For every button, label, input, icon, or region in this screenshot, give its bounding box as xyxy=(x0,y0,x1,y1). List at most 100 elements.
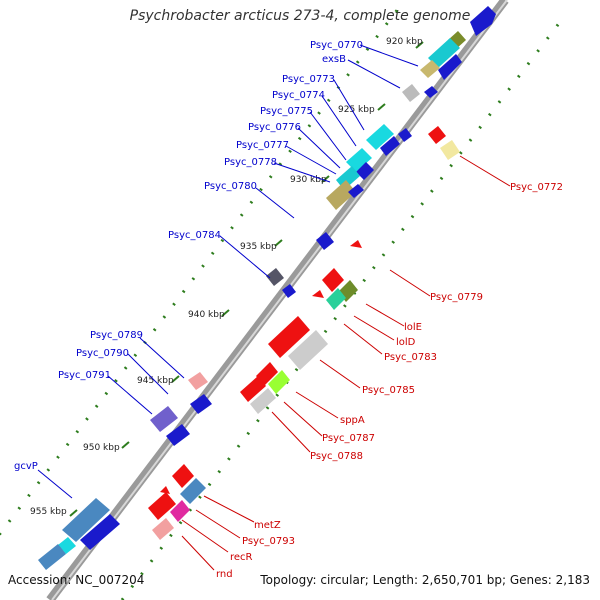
gene-label-psyc-0774[interactable]: Psyc_0774 xyxy=(272,90,325,101)
backbone-highlight xyxy=(51,0,508,600)
forward-strand-features xyxy=(38,6,496,570)
gene-feature xyxy=(152,518,174,540)
gene-label-psyc-0778[interactable]: Psyc_0778 xyxy=(224,157,277,168)
gene-feature xyxy=(322,268,344,292)
leader-line xyxy=(333,79,365,131)
gene-feature xyxy=(170,500,190,522)
leader-line xyxy=(127,353,169,395)
leader-line xyxy=(255,187,295,219)
gene-label-psyc-0772[interactable]: Psyc_0772 xyxy=(510,182,563,193)
tick-950: 950 kbp xyxy=(83,441,130,453)
gene-feature xyxy=(250,388,276,414)
gene-label-exsb[interactable]: exsB xyxy=(322,54,346,65)
gene-feature xyxy=(188,372,208,390)
gene-label-psyc-0793[interactable]: Psyc_0793 xyxy=(242,536,295,547)
gene-feature xyxy=(282,284,296,298)
leader-line xyxy=(37,469,73,499)
gene-label-psyc-0789[interactable]: Psyc_0789 xyxy=(90,330,143,341)
gene-feature xyxy=(316,232,334,250)
leader-line xyxy=(347,59,401,89)
gene-feature xyxy=(346,148,372,172)
gene-label-psyc-0784[interactable]: Psyc_0784 xyxy=(168,230,221,241)
map-title: Psychrobacter arcticus 273-4, complete g… xyxy=(129,8,471,24)
leader-line xyxy=(459,155,511,187)
leader-line xyxy=(181,535,215,571)
gene-feature xyxy=(366,124,394,150)
gene-feature xyxy=(288,330,328,370)
leader-line xyxy=(297,127,341,169)
leader-line xyxy=(365,303,405,327)
gene-feature xyxy=(38,544,66,570)
reverse-gene-labels: Psyc_0772 Psyc_0779 lolE lolD Psyc_0783 … xyxy=(181,155,563,580)
leader-line xyxy=(285,145,337,175)
gene-feature xyxy=(160,486,170,494)
tick-label: 940 kbp xyxy=(188,310,225,320)
gene-feature xyxy=(356,162,374,180)
gene-feature xyxy=(150,406,178,432)
gene-feature xyxy=(312,290,324,298)
gene-feature xyxy=(326,180,356,210)
gene-label-rnd[interactable]: rnd xyxy=(216,569,233,580)
gene-label-metz[interactable]: metZ xyxy=(254,520,281,531)
tick-955: 955 kbp xyxy=(30,507,78,517)
leader-line xyxy=(195,509,241,539)
gene-feature xyxy=(438,54,462,80)
gene-label-psyc-0787[interactable]: Psyc_0787 xyxy=(322,433,375,444)
forward-gene-labels: Psyc_0770 exsB Psyc_0773 Psyc_0774 Psyc_… xyxy=(14,40,419,499)
leader-line xyxy=(353,315,395,341)
tick-label: 935 kbp xyxy=(240,242,277,252)
leader-line xyxy=(359,44,419,67)
leader-line xyxy=(203,495,255,523)
gene-label-recr[interactable]: recR xyxy=(230,552,253,563)
gene-feature xyxy=(180,478,206,504)
leader-line xyxy=(219,235,271,279)
topology-label: Topology: circular; Length: 2,650,701 bp… xyxy=(260,573,590,587)
reverse-strand-features xyxy=(148,126,460,540)
gene-feature xyxy=(256,362,278,386)
gene-feature-top xyxy=(470,6,496,36)
gene-label-psyc-0780[interactable]: Psyc_0780 xyxy=(204,181,257,192)
gene-label-psyc-0791[interactable]: Psyc_0791 xyxy=(58,370,111,381)
gene-label-psyc-0773[interactable]: Psyc_0773 xyxy=(282,74,335,85)
gene-feature xyxy=(420,60,440,78)
leader-line xyxy=(271,411,311,453)
gene-feature xyxy=(424,86,438,98)
gene-label-psyc-0788[interactable]: Psyc_0788 xyxy=(310,451,363,462)
tick-label: 930 kbp xyxy=(290,175,327,185)
gene-label-psyc-0776[interactable]: Psyc_0776 xyxy=(248,122,301,133)
leader-line xyxy=(107,375,153,415)
tick-925: 925 kbp xyxy=(338,103,386,115)
tick-label: 925 kbp xyxy=(338,105,375,115)
gene-feature xyxy=(268,316,310,358)
gene-label-psyc-0790[interactable]: Psyc_0790 xyxy=(76,348,129,359)
leader-line xyxy=(321,95,357,147)
gene-label-psyc-0779[interactable]: Psyc_0779 xyxy=(430,292,483,303)
gene-feature xyxy=(62,498,110,542)
gene-label-psyc-0777[interactable]: Psyc_0777 xyxy=(236,140,289,151)
gene-label-psyc-0785[interactable]: Psyc_0785 xyxy=(362,385,415,396)
tick-label: 920 kbp xyxy=(386,37,423,47)
leader-line xyxy=(389,269,431,297)
gene-label-psyc-0775[interactable]: Psyc_0775 xyxy=(260,106,313,117)
tick-label: 950 kbp xyxy=(83,443,120,453)
leader-line xyxy=(273,162,331,183)
gene-feature xyxy=(440,140,460,160)
gene-feature xyxy=(166,424,190,446)
gene-feature xyxy=(348,184,364,198)
gene-label-lold[interactable]: lolD xyxy=(396,337,416,348)
gene-label-gcvp[interactable]: gcvP xyxy=(14,461,38,472)
leader-line xyxy=(181,519,229,553)
gene-label-sppa[interactable]: sppA xyxy=(340,415,365,426)
gene-feature xyxy=(398,128,412,142)
gene-feature xyxy=(148,492,176,520)
leader-line xyxy=(139,337,185,379)
tick-940: 940 kbp xyxy=(188,309,230,320)
tick-930: 930 kbp xyxy=(290,175,330,185)
gene-label-lole[interactable]: lolE xyxy=(404,322,422,333)
gene-feature xyxy=(402,84,420,102)
gene-label-psyc-0783[interactable]: Psyc_0783 xyxy=(384,352,437,363)
gene-feature xyxy=(326,288,346,310)
genome-backbone xyxy=(46,0,509,600)
gene-label-psyc-0770[interactable]: Psyc_0770 xyxy=(310,40,363,51)
